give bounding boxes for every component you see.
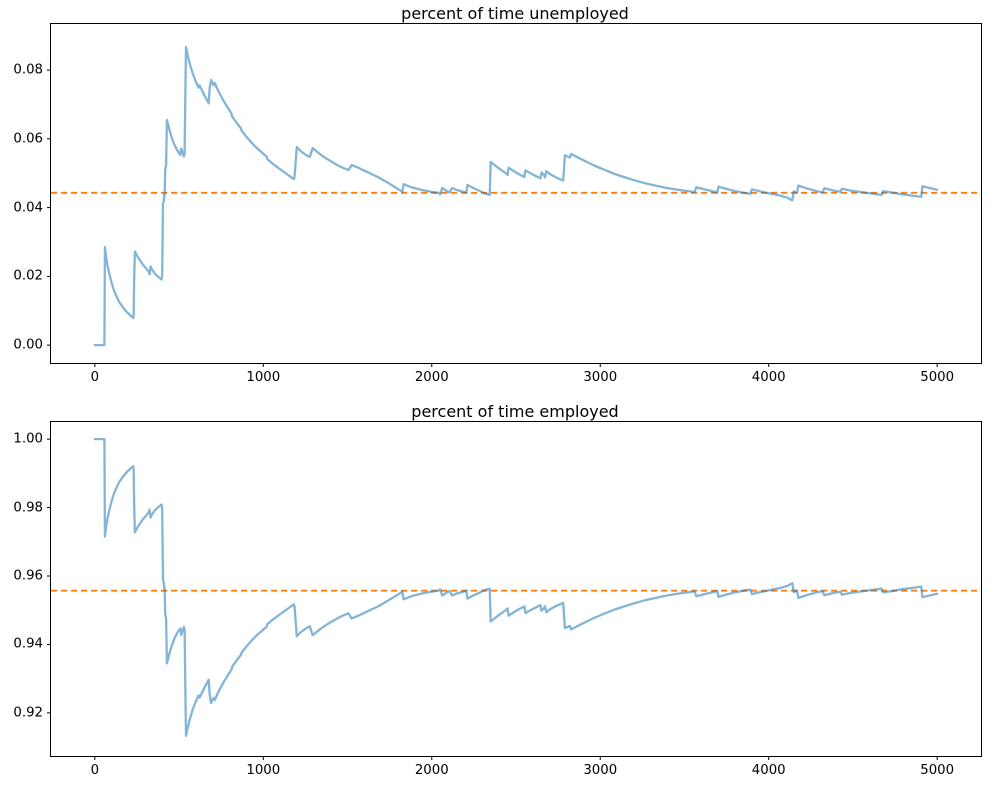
x-tick-label: 4000 xyxy=(751,370,786,385)
x-tick-label: 3000 xyxy=(583,370,618,385)
y-tick-label: 0.98 xyxy=(13,500,43,516)
unemployed-axes xyxy=(47,23,982,367)
x-tick-label: 5000 xyxy=(920,370,955,385)
y-tick-label: 0.94 xyxy=(13,636,43,652)
y-tick-label: 0.04 xyxy=(13,200,43,216)
x-tick-label: 4000 xyxy=(751,763,786,778)
employed-chart-title: percent of time employed xyxy=(411,402,619,421)
unemployed-chart-title: percent of time unemployed xyxy=(401,4,629,23)
simulated-path-line xyxy=(93,437,939,737)
x-tick-label: 1000 xyxy=(246,763,281,778)
y-tick-label: 0.06 xyxy=(13,131,43,147)
unemployed-plot-area xyxy=(47,45,981,367)
y-tick-label: 0.96 xyxy=(13,568,43,584)
x-tick-label: 2000 xyxy=(414,763,449,778)
employed-plot-area xyxy=(47,437,981,760)
x-tick-label: 3000 xyxy=(583,763,618,778)
y-tick-label: 1.00 xyxy=(13,431,43,447)
simulated-path-line xyxy=(93,45,939,347)
x-tick-label: 1000 xyxy=(246,370,281,385)
y-tick-label: 0.00 xyxy=(13,337,43,353)
x-tick-label: 2000 xyxy=(414,370,449,385)
x-tick-label: 0 xyxy=(90,370,100,385)
y-tick-label: 0.08 xyxy=(13,62,43,78)
y-tick-label: 0.92 xyxy=(13,705,43,721)
x-tick-label: 0 xyxy=(90,763,100,778)
x-tick-label: 5000 xyxy=(920,763,955,778)
y-tick-label: 0.02 xyxy=(13,268,43,284)
employed-axes xyxy=(47,421,982,760)
